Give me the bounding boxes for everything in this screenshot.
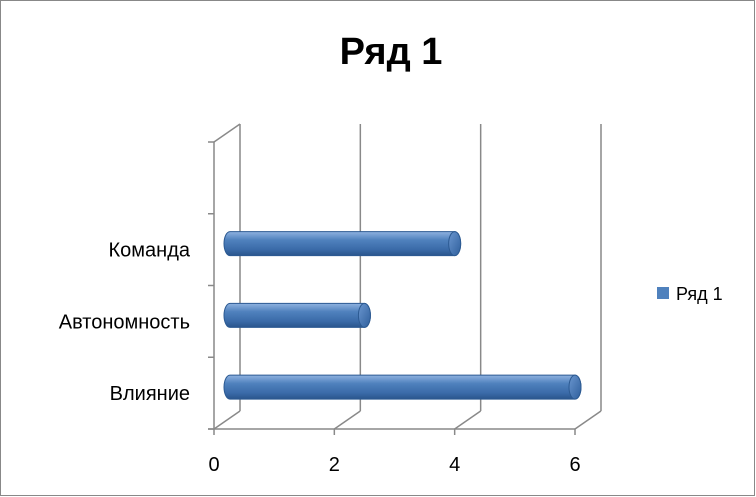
category-label-1: Автономность — [59, 311, 190, 333]
x-tick-label-0: 0 — [208, 454, 219, 476]
bar-body-0 — [223, 374, 582, 400]
bar-cap-0 — [568, 374, 582, 400]
category-label-0: Влияние — [110, 383, 190, 405]
legend-label: Ряд 1 — [676, 284, 723, 304]
floor-line-2 — [454, 410, 482, 430]
x-tick-label-2: 4 — [449, 454, 460, 476]
bar-body-1 — [223, 302, 371, 328]
x-tick-label-3: 6 — [569, 454, 580, 476]
wall-top-edge — [213, 123, 241, 143]
legend-swatch — [657, 287, 669, 299]
bar-1 — [223, 302, 371, 328]
bar-cap-2 — [448, 231, 462, 257]
bar-body-2 — [223, 231, 462, 257]
bar-cap-1 — [357, 302, 371, 328]
floor-line-1 — [333, 410, 361, 430]
floor-line-0 — [213, 410, 241, 430]
chart-title: Ряд 1 — [339, 31, 443, 73]
category-label-2: Команда — [109, 240, 191, 262]
bar-2 — [223, 231, 462, 257]
x-tick-label-1: 2 — [329, 454, 340, 476]
bar-0 — [223, 374, 582, 400]
floor-line-3 — [574, 410, 602, 430]
legend: Ряд 1 — [657, 284, 723, 304]
